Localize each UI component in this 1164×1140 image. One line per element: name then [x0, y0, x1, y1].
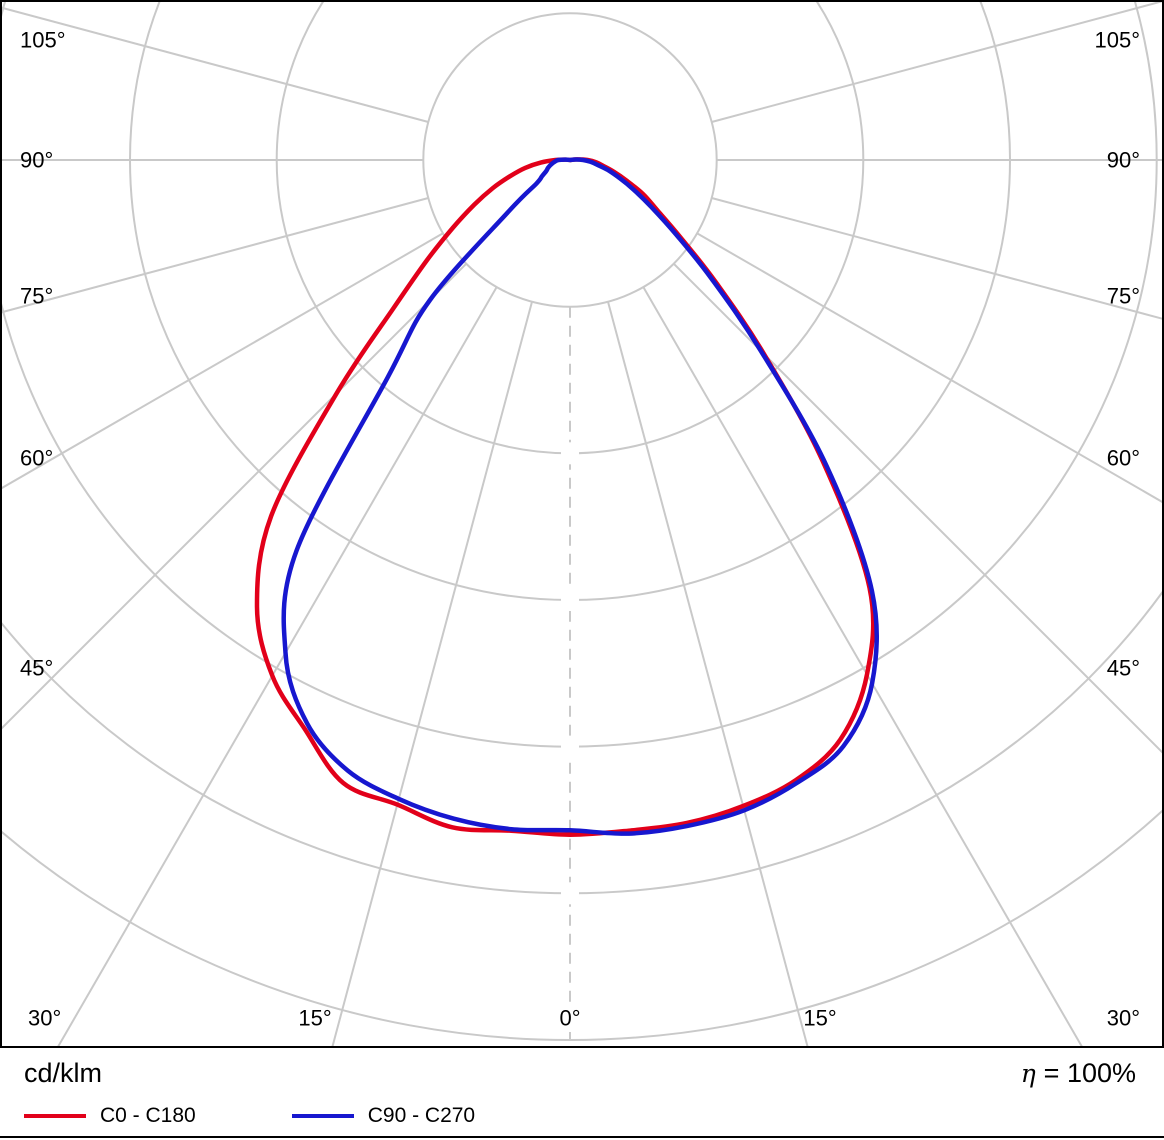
label-backing: [555, 1004, 585, 1032]
polar-plot-canvas: 105° 90° 75° 60° 45° 30° 15° 0° 15° 30° 45° 60° 75° 9…: [2, 2, 1162, 1046]
legend-swatch-red-line: [24, 1114, 86, 1118]
grid-ring: [2, 590, 1162, 895]
grid-ray: [642, 286, 1083, 1046]
radial-tick-box: [561, 735, 579, 758]
legend-item-c90-c270: C90 - C270: [291, 1104, 476, 1128]
angle-label: 30°: [28, 1006, 61, 1031]
grid-ray: [711, 197, 1162, 320]
legend-swatch-blue-line: [291, 1114, 354, 1118]
legend-label-c90-c270: C90 - C270: [367, 1104, 476, 1127]
angle-label: 90°: [20, 148, 53, 173]
grid-ring: [2, 809, 1162, 1041]
angle-label: 60°: [1107, 446, 1140, 471]
efficiency-label: η = 100%: [1021, 1058, 1136, 1089]
efficiency-value: = 100%: [1043, 1058, 1136, 1088]
angle-label: 45°: [1107, 656, 1140, 681]
angle-label: 30°: [1107, 1006, 1140, 1031]
unit-label: cd/klm: [24, 1058, 103, 1088]
grid-ray: [607, 301, 809, 1046]
angle-label: 15°: [803, 1006, 836, 1031]
grid-ring: [2, 2, 1158, 748]
bottom-rule: [0, 1136, 1164, 1138]
radial-tick-box: [561, 589, 579, 611]
angle-label: 105°: [1094, 28, 1140, 53]
angle-label: 60°: [20, 446, 53, 471]
grid-ray: [2, 197, 429, 314]
chart-footer: cd/klm η = 100% C0 - C180 C90 - C270: [0, 1048, 1164, 1140]
curve-c90-c270: [281, 157, 879, 836]
grid-ray: [2, 6, 429, 123]
polar-photometric-chart: 105° 90° 75° 60° 45° 30° 15° 0° 15° 30° 45° 60° 75° 9…: [0, 0, 1164, 1048]
legend-label-c0-c180: C0 - C180: [100, 1104, 196, 1127]
grid-ray: [711, 2, 1162, 123]
angle-label: 15°: [298, 1006, 331, 1031]
angle-label: 75°: [1107, 284, 1140, 309]
curve-c0-c180: [254, 157, 876, 837]
radial-tick-box: [561, 442, 579, 465]
angle-label: 75°: [20, 284, 53, 309]
eta-symbol: η: [1020, 1059, 1036, 1088]
grid-ray: [2, 262, 468, 730]
grid-ray: [2, 232, 444, 490]
legend: C0 - C180 C90 - C270: [24, 1104, 475, 1128]
angle-label: 0°: [559, 1006, 580, 1031]
grid-ring: [129, 2, 1011, 601]
grid-ray: [331, 301, 533, 1046]
grid-ray: [57, 286, 498, 1046]
angle-label: 90°: [1107, 148, 1140, 173]
radial-tick-box: [561, 882, 579, 905]
angle-label: 105°: [20, 28, 66, 53]
grid-ray: [696, 232, 1162, 503]
legend-item-c0-c180: C0 - C180: [24, 1104, 196, 1128]
angle-label: 45°: [20, 656, 53, 681]
grid-ray: [672, 262, 1162, 754]
